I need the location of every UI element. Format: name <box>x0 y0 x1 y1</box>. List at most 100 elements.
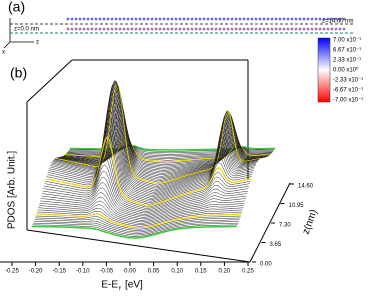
atom <box>274 27 278 31</box>
surface-line <box>31 225 238 239</box>
atom <box>166 17 170 21</box>
x-label-sub: f <box>119 287 121 293</box>
atom <box>250 17 254 21</box>
atom <box>314 17 318 21</box>
panel-label: (b) <box>10 65 27 81</box>
surface-line <box>51 84 257 193</box>
atom <box>334 27 338 31</box>
atom <box>338 17 342 21</box>
atom <box>90 17 94 21</box>
atom <box>270 27 274 31</box>
atom <box>86 27 90 31</box>
atom <box>118 27 122 31</box>
atom <box>254 17 258 21</box>
atom <box>310 27 314 31</box>
x-label: E-E <box>101 280 118 291</box>
atom <box>90 27 94 31</box>
atom <box>182 27 186 31</box>
atom <box>154 27 158 31</box>
x-tick-label: 0.20 <box>219 269 231 275</box>
x-tick-label: 0.10 <box>171 269 183 275</box>
z-label: z(nm) <box>301 208 320 236</box>
atom <box>282 17 286 21</box>
atom <box>122 27 126 31</box>
surface-line <box>47 122 253 204</box>
atom <box>310 17 314 21</box>
axis-label: x <box>2 50 5 56</box>
surface-line <box>40 187 246 218</box>
z-note: z=0.0 nm <box>14 27 39 33</box>
atom <box>286 27 290 31</box>
surface-line <box>56 85 262 183</box>
atom <box>130 27 134 31</box>
surface-line <box>55 82 261 185</box>
atom <box>230 27 234 31</box>
atom <box>294 17 298 21</box>
z-note: z=14.60 nm <box>322 19 354 25</box>
atom <box>86 17 90 21</box>
atom <box>126 27 130 31</box>
atom <box>166 27 170 31</box>
atom <box>134 17 138 21</box>
atom <box>102 17 106 21</box>
z-tick-label: 7.30 <box>279 223 291 229</box>
atom <box>194 17 198 21</box>
atom <box>174 17 178 21</box>
atom <box>158 27 162 31</box>
surface-line <box>40 192 246 220</box>
surface-line <box>42 176 248 215</box>
surface-line <box>60 114 266 173</box>
atom <box>322 27 326 31</box>
x-tick-label: 0.05 <box>148 269 160 275</box>
panel-label: (a) <box>8 0 25 15</box>
atom <box>178 17 182 21</box>
atom <box>226 27 230 31</box>
atom <box>158 17 162 21</box>
atom <box>198 17 202 21</box>
surface-line <box>45 143 251 208</box>
atom <box>202 27 206 31</box>
surface-line <box>59 105 265 176</box>
atom <box>230 17 234 21</box>
x-tick-label: 0.15 <box>195 269 207 275</box>
atom <box>66 17 70 21</box>
x-tick-label: -0.05 <box>100 269 114 275</box>
atom <box>342 27 346 31</box>
atom <box>326 17 330 21</box>
atom <box>134 27 138 31</box>
atom <box>182 17 186 21</box>
atom <box>138 27 142 31</box>
atom <box>114 17 118 21</box>
atom <box>162 27 166 31</box>
surface-line <box>52 80 258 190</box>
atom <box>98 17 102 21</box>
atom <box>242 27 246 31</box>
z-tick-label: 3.65 <box>270 242 282 248</box>
surface-line <box>33 221 239 234</box>
surface-line <box>46 129 252 205</box>
surface-line <box>52 82 258 192</box>
surface-line <box>44 150 250 209</box>
surface-line <box>57 92 263 180</box>
atom <box>234 17 238 21</box>
atom <box>282 27 286 31</box>
atom <box>170 27 174 31</box>
atom <box>178 27 182 31</box>
surface-line <box>56 88 262 182</box>
atom <box>190 17 194 21</box>
atom <box>94 27 98 31</box>
atom <box>94 17 98 21</box>
surface-line <box>48 108 254 201</box>
x-tick-label: 0.00 <box>124 269 136 275</box>
axes-glyph <box>3 18 34 49</box>
atom <box>194 27 198 31</box>
atom <box>82 27 86 31</box>
atom <box>270 17 274 21</box>
atom <box>118 17 122 21</box>
atom <box>98 27 102 31</box>
colorbar-tick-label: -6.67 x10⁻¹ <box>333 88 363 94</box>
atom-rows <box>66 17 346 31</box>
atom <box>122 17 126 21</box>
colorbar-tick-label: -7.00 x10⁻¹ <box>333 98 363 104</box>
